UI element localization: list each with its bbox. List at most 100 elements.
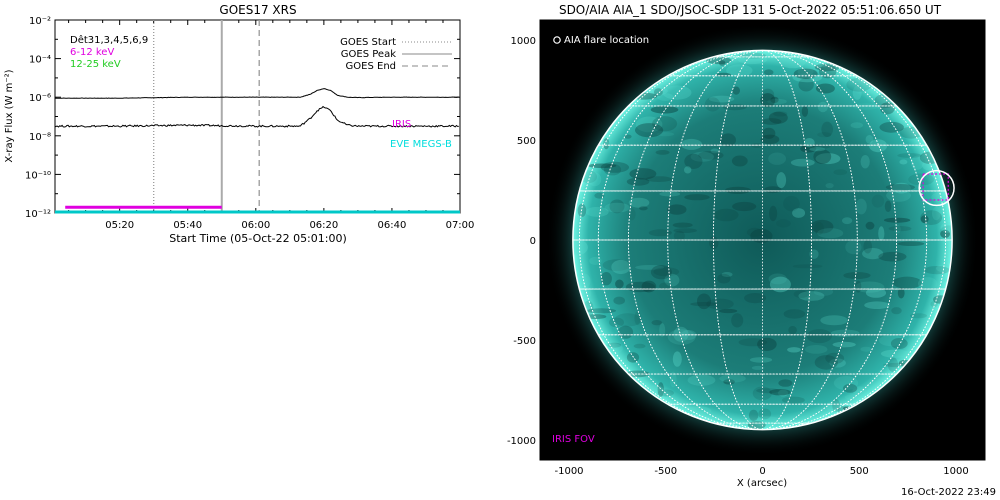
texture-blob (704, 97, 721, 112)
legend-left-item: 12-25 keV (70, 59, 121, 70)
texture-blob (589, 256, 602, 265)
texture-blob (865, 221, 875, 230)
iris-fov-label: IRIS FOV (552, 434, 595, 445)
texture-blob (769, 389, 791, 396)
texture-blob (809, 147, 826, 152)
texture-blob (860, 155, 870, 169)
texture-blob (899, 159, 908, 165)
x-tick-label: 05:40 (173, 220, 202, 231)
texture-blob (673, 326, 689, 342)
y-tick-label: 10⁻¹² (25, 209, 51, 220)
texture-blob (762, 127, 776, 139)
texture-blob (778, 389, 789, 397)
texture-blob (852, 103, 880, 110)
texture-blob (871, 194, 885, 208)
texture-blob (756, 388, 780, 394)
texture-blob (852, 386, 867, 395)
texture-blob (778, 379, 793, 387)
texture-blob (798, 291, 825, 301)
texture-blob (651, 320, 663, 326)
texture-blob (650, 105, 679, 114)
texture-blob (722, 104, 747, 111)
texture-blob (664, 273, 680, 287)
texture-blob (869, 139, 888, 153)
texture-blob (793, 68, 818, 79)
texture-blob (609, 317, 624, 328)
texture-blob (710, 148, 719, 154)
texture-blob (820, 315, 848, 326)
texture-blob (628, 208, 636, 221)
texture-blob (790, 158, 815, 167)
legend-right-label: GOES End (346, 61, 396, 72)
texture-blob (761, 88, 775, 102)
texture-blob (801, 105, 809, 117)
texture-blob (817, 228, 844, 239)
texture-blob (855, 198, 867, 215)
series-line (54, 105, 459, 128)
y-tick-label: 10⁻⁴ (29, 55, 51, 66)
aia-image-panel: SDO/AIA AIA_1 SDO/JSOC-SDP 131 5-Oct-202… (507, 3, 986, 489)
texture-blob (821, 121, 833, 137)
texture-blob (860, 346, 872, 352)
texture-blob (706, 56, 732, 65)
aia-y-tick-label: 0 (530, 236, 536, 247)
texture-blob (732, 418, 753, 426)
texture-blob (654, 80, 677, 86)
texture-blob (648, 229, 672, 237)
texture-blob (659, 282, 672, 290)
texture-blob (878, 251, 907, 262)
texture-blob (865, 288, 887, 298)
texture-blob (604, 202, 630, 213)
texture-blob (684, 166, 692, 174)
texture-blob (880, 349, 911, 358)
texture-blob (930, 301, 938, 308)
texture-blob (684, 153, 703, 169)
texture-blob (798, 77, 814, 92)
texture-blob (667, 204, 687, 215)
texture-blob (628, 197, 650, 208)
texture-blob (656, 132, 675, 137)
texture-blob (769, 205, 778, 222)
texture-blob (800, 145, 817, 153)
texture-blob (708, 95, 735, 103)
texture-blob (744, 293, 767, 304)
chart-title: GOES17 XRS (219, 3, 296, 17)
texture-blob (672, 351, 682, 367)
texture-blob (782, 396, 805, 404)
texture-blob (897, 153, 922, 158)
texture-blob (884, 200, 892, 212)
aia-title: SDO/AIA AIA_1 SDO/JSOC-SDP 131 5-Oct-202… (559, 3, 942, 17)
texture-blob (770, 96, 779, 104)
texture-blob (891, 307, 902, 315)
texture-blob (815, 153, 841, 165)
longitude-line (597, 49, 928, 431)
texture-blob (669, 371, 677, 388)
texture-blob (783, 309, 806, 319)
texture-blob (746, 227, 763, 237)
texture-blob (793, 290, 809, 298)
texture-blob (719, 374, 746, 383)
texture-blob (920, 215, 929, 224)
y-tick-label: 10⁻¹⁰ (25, 170, 51, 181)
texture-blob (792, 264, 823, 269)
texture-blob (635, 116, 663, 133)
texture-blob (749, 357, 773, 363)
texture-blob (603, 163, 622, 176)
texture-blob (806, 329, 832, 344)
texture-blob (843, 272, 871, 279)
texture-blob (940, 229, 950, 239)
texture-blob (817, 132, 832, 138)
texture-blob (920, 210, 943, 226)
texture-blob (757, 337, 777, 351)
x-tick-label: 05:20 (105, 220, 134, 231)
x-tick-label: 06:40 (378, 220, 407, 231)
solar-limb (572, 49, 953, 431)
aia-x-tick-label: -500 (654, 466, 677, 477)
texture-blob (626, 352, 640, 363)
texture-blob (768, 273, 787, 285)
texture-blob (655, 150, 670, 155)
texture-blob (887, 357, 899, 373)
texture-blob (879, 121, 904, 133)
texture-blob (815, 83, 835, 94)
texture-blob (611, 259, 631, 275)
